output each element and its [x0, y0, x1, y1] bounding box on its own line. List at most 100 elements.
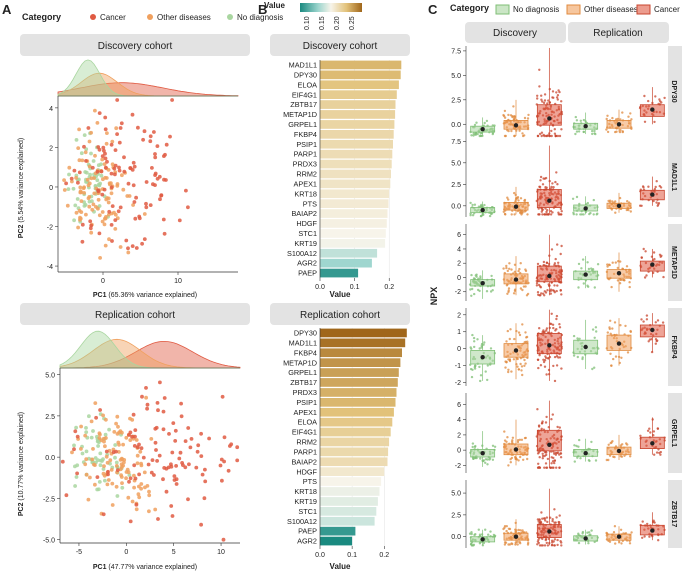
- point-cancer: [155, 176, 160, 181]
- npx-point-other-diseases: [614, 542, 617, 545]
- point-other-diseases: [93, 401, 98, 405]
- npx-point-other-diseases: [611, 261, 614, 264]
- npx-point-no-diagnosis: [586, 284, 589, 287]
- point-cancer: [144, 180, 149, 184]
- point-no-diagnosis: [72, 218, 76, 223]
- npx-point-other-diseases: [507, 113, 510, 117]
- npx-point-other-diseases: [522, 458, 525, 461]
- y-tick-label: 2.5: [45, 414, 55, 421]
- point-cancer: [202, 496, 207, 501]
- npx-point-other-diseases: [619, 444, 623, 447]
- npx-point-cancer: [541, 183, 545, 186]
- point-other-diseases: [119, 475, 124, 479]
- point-cancer: [118, 126, 123, 130]
- npx-point-cancer: [550, 248, 554, 251]
- npx-point-cancer: [547, 99, 550, 102]
- npx-point-cancer: [552, 364, 555, 368]
- point-other-diseases: [128, 438, 133, 442]
- npx-point-cancer: [551, 211, 554, 214]
- npx-point-cancer: [557, 261, 560, 264]
- y-tick-label: 4: [49, 106, 53, 113]
- npx-point-no-diagnosis: [470, 134, 473, 137]
- npx-point-other-diseases: [630, 118, 633, 121]
- npx-point-other-diseases: [503, 134, 507, 138]
- npx-point-cancer: [546, 102, 549, 105]
- npx-point-cancer: [538, 68, 541, 72]
- npx-point-no-diagnosis: [484, 370, 487, 373]
- npx-point-cancer: [556, 98, 559, 101]
- npx-point-cancer: [543, 213, 546, 216]
- point-other-diseases: [103, 444, 107, 449]
- point-cancer: [101, 512, 106, 517]
- point-cancer: [179, 401, 184, 406]
- point-no-diagnosis: [103, 432, 108, 437]
- npx-point-other-diseases: [521, 373, 524, 377]
- npx-point-cancer: [544, 519, 547, 522]
- point-no-diagnosis: [73, 464, 77, 469]
- npx-point-cancer: [558, 514, 561, 517]
- npx-point-no-diagnosis: [486, 378, 489, 382]
- bar-label-krt19: KRT19: [294, 497, 317, 506]
- npx-point-cancer: [550, 418, 553, 421]
- point-cancer: [172, 474, 177, 478]
- npx-point-other-diseases: [618, 282, 622, 285]
- point-other-diseases: [87, 195, 92, 199]
- npx-point-other-diseases: [519, 262, 522, 265]
- npx-point-other-diseases: [610, 285, 613, 289]
- npx-point-other-diseases: [503, 543, 507, 546]
- point-cancer: [130, 434, 134, 439]
- npx-point-other-diseases: [506, 292, 509, 295]
- npx-point-no-diagnosis: [591, 328, 595, 331]
- point-cancer: [145, 406, 150, 411]
- npx-point-other-diseases: [504, 366, 507, 369]
- npx-point-other-diseases: [628, 281, 631, 284]
- importance-discovery-bars: 0.0 0.1 0.2 MAD1L1DPY30ELOAEIF4G1ZBTB17META…: [283, 60, 402, 291]
- point-cancer: [131, 412, 136, 417]
- npx-point-no-diagnosis: [483, 121, 486, 125]
- npx-median-cancer: [547, 198, 552, 203]
- point-no-diagnosis: [74, 425, 78, 430]
- bar-label-paep: PAEP: [298, 527, 317, 536]
- npx-point-no-diagnosis: [587, 459, 591, 462]
- npx-point-cancer: [647, 99, 650, 103]
- point-no-diagnosis: [71, 186, 76, 191]
- point-cancer: [153, 440, 158, 445]
- npx-point-cancer: [543, 544, 547, 547]
- npx-median-cancer: [547, 442, 552, 447]
- npx-point-other-diseases: [526, 457, 529, 461]
- importance-replication-bars: 0.0 0.1 0.2 DPY30MAD1L1FKBP4METAP1DGRPEL1ZB…: [283, 328, 407, 559]
- density-cancer: [60, 341, 241, 369]
- point-other-diseases: [147, 509, 151, 514]
- npx-point-no-diagnosis: [591, 129, 594, 133]
- npx-point-other-diseases: [513, 337, 516, 341]
- bar-eloa: [320, 417, 393, 427]
- npx-point-cancer: [551, 182, 554, 185]
- point-cancer: [128, 519, 133, 524]
- npx-point-no-diagnosis: [489, 347, 493, 350]
- npx-point-no-diagnosis: [574, 132, 577, 136]
- point-cancer: [90, 165, 95, 170]
- bar-parp1: [320, 149, 393, 159]
- y-tick-label: -2: [455, 463, 461, 470]
- npx-point-cancer: [548, 326, 551, 330]
- point-cancer: [133, 434, 137, 439]
- y-tick-label: 4: [457, 417, 461, 424]
- npx-point-cancer: [653, 257, 656, 261]
- npx-point-other-diseases: [630, 531, 633, 534]
- npx-point-cancer: [552, 326, 555, 330]
- point-cancer: [228, 444, 232, 448]
- npx-point-no-diagnosis: [482, 541, 486, 545]
- npx-point-cancer: [649, 431, 652, 434]
- point-no-diagnosis: [103, 478, 107, 483]
- point-cancer: [145, 402, 150, 407]
- npx-point-cancer: [549, 213, 553, 216]
- npx-point-no-diagnosis: [470, 273, 473, 277]
- npx-point-cancer: [658, 184, 661, 188]
- point-cancer: [155, 144, 160, 149]
- npx-point-no-diagnosis: [469, 201, 472, 205]
- point-cancer: [162, 466, 167, 470]
- npx-point-no-diagnosis: [476, 338, 479, 341]
- npx-point-cancer: [554, 329, 557, 332]
- npx-point-other-diseases: [629, 112, 632, 115]
- npx-point-no-diagnosis: [483, 341, 486, 344]
